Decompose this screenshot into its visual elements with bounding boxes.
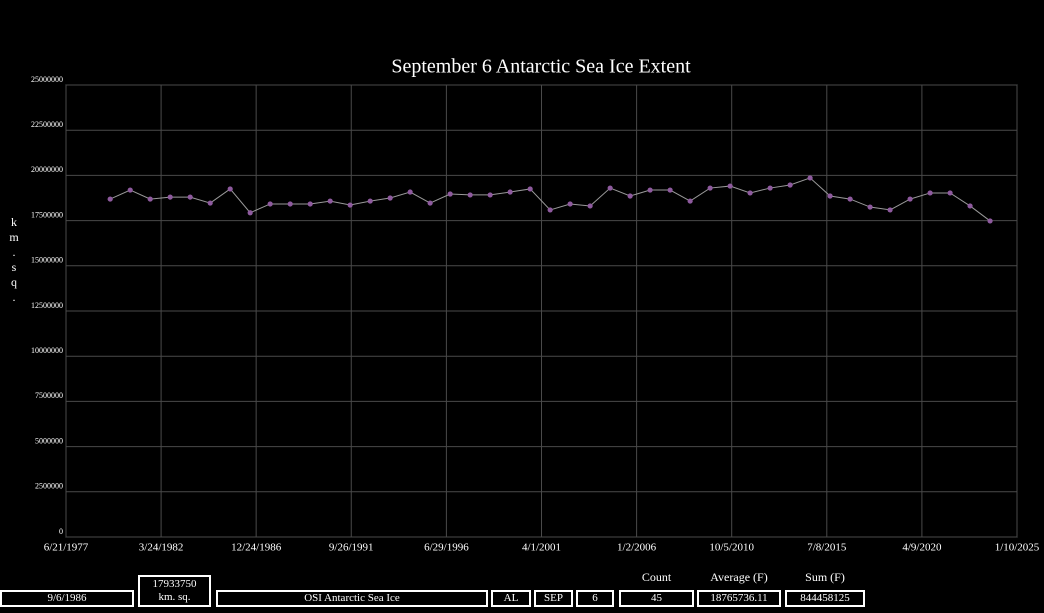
month-box: SEP: [534, 590, 573, 607]
y-tick-label: 2500000: [35, 482, 63, 491]
average-box: 18765736.11: [697, 590, 781, 607]
y-tick-label: 10000000: [31, 346, 63, 355]
data-point: [527, 186, 533, 192]
x-tick-label: 7/8/2015: [807, 542, 847, 554]
x-tick-label: 9/26/1991: [329, 542, 374, 554]
data-point: [447, 191, 453, 197]
region-box: AL: [491, 590, 531, 607]
data-point: [267, 201, 273, 207]
data-point: [327, 198, 333, 204]
dataset-box: OSI Antarctic Sea Ice: [216, 590, 488, 607]
data-point: [667, 187, 673, 193]
value-box: 17933750 km. sq.: [138, 575, 211, 607]
x-tick-label: 4/1/2001: [522, 542, 561, 554]
sum-box: 844458125: [785, 590, 865, 607]
x-tick-label: 6/29/1996: [424, 542, 469, 554]
data-point: [707, 185, 713, 191]
x-tick-label: 6/21/1977: [44, 542, 89, 554]
data-point: [567, 201, 573, 207]
data-point: [247, 210, 253, 216]
sum-label: Sum (F): [805, 570, 845, 584]
data-point: [147, 196, 153, 202]
y-tick-label: 25000000: [31, 75, 63, 84]
data-point: [507, 189, 513, 195]
data-point: [587, 203, 593, 209]
y-tick-label: 12500000: [31, 301, 63, 310]
data-point: [367, 198, 373, 204]
chart-title: September 6 Antarctic Sea Ice Extent: [391, 56, 691, 78]
data-point: [307, 201, 313, 207]
data-point: [887, 207, 893, 213]
x-tick-label: 1/2/2006: [617, 542, 657, 554]
data-point: [207, 200, 213, 206]
data-point: [787, 182, 793, 188]
data-point: [427, 200, 433, 206]
date-box: 9/6/1986: [0, 590, 134, 607]
x-tick-label: 3/24/1982: [139, 542, 184, 554]
day-box: 6: [576, 590, 614, 607]
data-line: [109, 177, 991, 222]
data-point: [407, 189, 413, 195]
data-point: [987, 218, 993, 224]
data-point: [907, 196, 913, 202]
y-tick-label: 20000000: [31, 165, 63, 174]
data-point: [607, 185, 613, 191]
value-text: 17933750: [152, 578, 197, 590]
y-tick-label: 5000000: [35, 436, 63, 445]
data-point: [807, 175, 813, 181]
y-tick-label: 7500000: [35, 391, 63, 400]
data-point: [287, 201, 293, 207]
x-tick-label: 4/9/2020: [902, 542, 942, 554]
data-point: [467, 192, 473, 198]
x-tick-label: 12/24/1986: [231, 542, 282, 554]
y-tick-label: 15000000: [31, 256, 63, 265]
y-tick-label: 0: [59, 527, 63, 536]
data-point: [947, 190, 953, 196]
data-point: [387, 195, 393, 201]
data-point: [967, 203, 973, 209]
data-point: [827, 193, 833, 199]
data-point: [167, 194, 173, 200]
data-point: [107, 196, 113, 202]
unit-text: km. sq.: [158, 591, 191, 603]
count-label: Count: [641, 570, 672, 584]
data-point: [627, 193, 633, 199]
data-point: [687, 198, 693, 204]
data-point: [727, 183, 733, 189]
average-label: Average (F): [710, 570, 768, 584]
data-point: [487, 192, 493, 198]
data-point: [747, 190, 753, 196]
count-box: 45: [619, 590, 694, 607]
y-axis-label: km.sq.: [7, 215, 21, 305]
data-point: [227, 186, 233, 192]
data-point: [547, 207, 553, 213]
data-point: [767, 185, 773, 191]
data-point: [347, 202, 353, 208]
data-point: [927, 190, 933, 196]
y-tick-label: 22500000: [31, 120, 63, 129]
x-tick-label: 10/5/2010: [709, 542, 754, 554]
data-point: [847, 196, 853, 202]
data-point: [867, 204, 873, 210]
data-point: [187, 194, 193, 200]
data-point: [127, 187, 133, 193]
data-point: [647, 187, 653, 193]
y-tick-label: 17500000: [31, 210, 63, 219]
x-tick-label: 1/10/2025: [995, 542, 1040, 554]
